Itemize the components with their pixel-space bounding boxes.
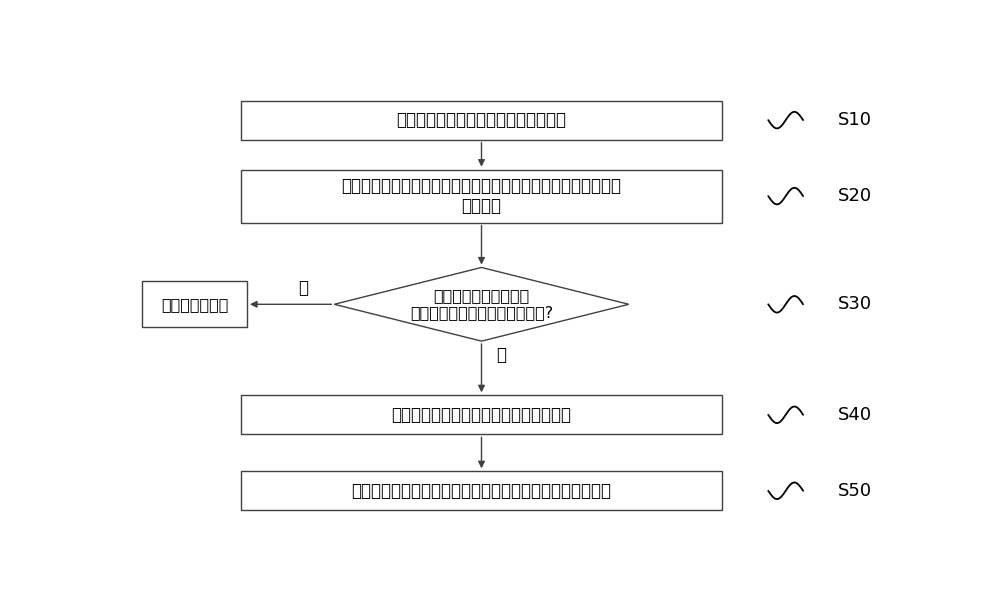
Text: 否: 否 xyxy=(298,279,308,297)
Text: S30: S30 xyxy=(838,295,872,313)
Text: 不执行任何操作: 不执行任何操作 xyxy=(161,297,228,312)
Text: 获取目标区域内的当前地面终端位置信息: 获取目标区域内的当前地面终端位置信息 xyxy=(392,406,572,424)
Text: 目标区域在目标时间段
内的地面终端数量大于预设阈值?: 目标区域在目标时间段 内的地面终端数量大于预设阈值? xyxy=(410,288,553,321)
FancyBboxPatch shape xyxy=(241,170,722,222)
Text: S10: S10 xyxy=(838,111,872,129)
Text: S40: S40 xyxy=(838,406,872,424)
FancyBboxPatch shape xyxy=(241,471,722,510)
Text: 是: 是 xyxy=(496,346,506,364)
Text: 获取目标区域的历史地面终端数量数据: 获取目标区域的历史地面终端数量数据 xyxy=(396,111,566,129)
Text: 根据历史地面终端数量数据预测目标区域在目标时间段内的地面
终端数量: 根据历史地面终端数量数据预测目标区域在目标时间段内的地面 终端数量 xyxy=(342,176,622,215)
Polygon shape xyxy=(334,267,629,341)
Text: 根据目标区域内的当前地面终端位置信息确定空中基站位置: 根据目标区域内的当前地面终端位置信息确定空中基站位置 xyxy=(352,482,612,500)
FancyBboxPatch shape xyxy=(241,395,722,434)
FancyBboxPatch shape xyxy=(142,281,247,327)
Text: S50: S50 xyxy=(838,482,872,500)
FancyBboxPatch shape xyxy=(241,100,722,140)
Text: S20: S20 xyxy=(838,187,872,205)
